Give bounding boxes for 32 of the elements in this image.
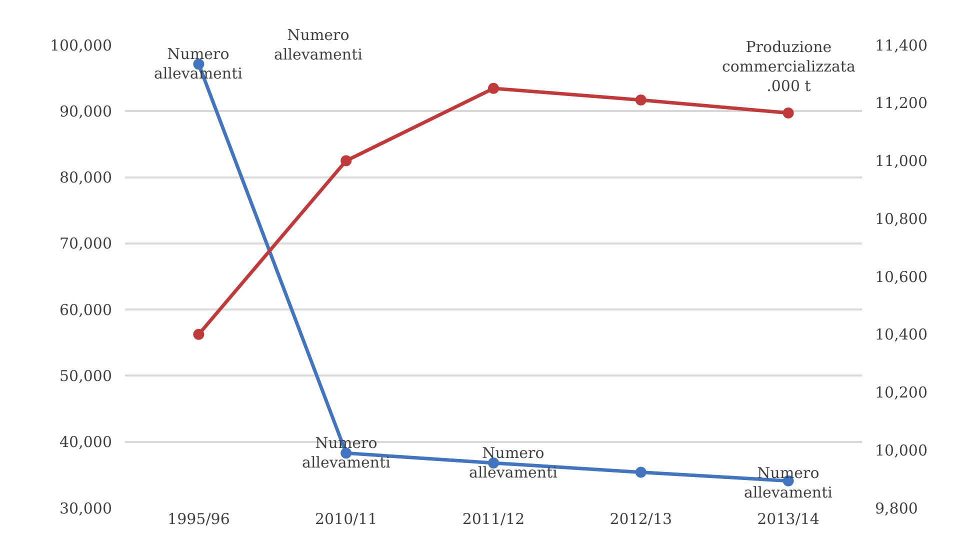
point xyxy=(193,328,204,340)
y-tick-label: 70,000 xyxy=(60,234,112,253)
y-tick-label: 100,000 xyxy=(50,36,112,54)
y-tick-label: 60,000 xyxy=(60,300,112,319)
x-tick-label: 1995/96 xyxy=(168,510,230,528)
y-tick-label: 30,000 xyxy=(60,499,112,518)
y2-tick-label: 11,000 xyxy=(875,152,928,170)
y-tick-label: 80,000 xyxy=(60,168,112,187)
x-tick-label: 2012/13 xyxy=(610,510,672,528)
point xyxy=(635,94,646,106)
annotation: Numero allevamenti xyxy=(469,444,558,482)
x-tick-label: 2010/11 xyxy=(314,510,378,528)
x-tick-label: 2013/14 xyxy=(757,510,820,528)
y2-tick-label: 11,200 xyxy=(875,94,928,112)
series-label: Produzione commercializzata .000 t xyxy=(722,38,856,95)
x-tick-label: 2011/12 xyxy=(462,510,525,528)
annotation: Numero allevamenti xyxy=(274,26,363,64)
y-tick-label: 50,000 xyxy=(60,366,112,385)
point xyxy=(635,466,646,478)
y2-tick-label: 11,400 xyxy=(875,36,928,54)
y2-tick-label: 10,800 xyxy=(875,210,928,228)
y2-tick-label: 10,000 xyxy=(875,441,928,460)
point xyxy=(340,155,352,166)
y-tick-label: 90,000 xyxy=(60,102,112,120)
y2-tick-label: 10,400 xyxy=(875,326,928,344)
y2-tick-label: 9,800 xyxy=(875,499,918,518)
y2-tick-label: 10,200 xyxy=(875,384,928,402)
point xyxy=(488,82,499,94)
point xyxy=(782,108,794,118)
series-label: Numero allevamenti xyxy=(744,464,833,502)
y-tick-label: 40,000 xyxy=(60,433,112,452)
y2-tick-label: 10,600 xyxy=(875,268,928,286)
